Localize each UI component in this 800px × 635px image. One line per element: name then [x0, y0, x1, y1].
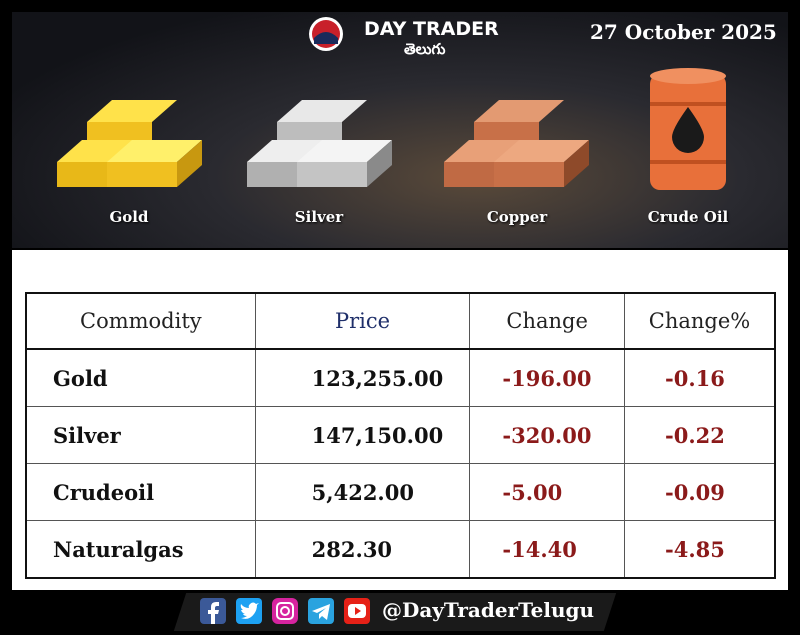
table-cell: Crudeoil — [25, 463, 256, 521]
table-cell: 123,255.00 — [254, 348, 471, 407]
table-row: Silver 147,150.00 -320.00 -0.22 — [25, 406, 776, 464]
social-handle: @DayTraderTelugu — [382, 598, 595, 622]
social-icons — [200, 598, 370, 624]
table-cell: -0.22 — [624, 406, 776, 464]
table-cell: -0.09 — [624, 463, 776, 521]
table-cell: 282.30 — [254, 520, 471, 579]
price-table: Commodity Price Change Change% Gold 123,255.… — [25, 292, 776, 579]
copper-icon — [444, 100, 589, 187]
table-cell: Gold — [25, 348, 256, 407]
gold-icon — [57, 100, 202, 187]
table-cell: -196.00 — [469, 348, 625, 407]
header-banner: DAY TRADER తెలుగు 27 October 2025 Gold S… — [12, 12, 788, 248]
brand-sub: తెలుగు — [404, 40, 446, 58]
table-cell: -14.40 — [469, 520, 625, 579]
header-row: Commodity Price Change Change% — [25, 292, 776, 350]
column-header: Price — [254, 292, 471, 350]
brand: DAY TRADER — [364, 18, 499, 40]
table-cell: 147,150.00 — [254, 406, 471, 464]
table-cell: -0.16 — [624, 348, 776, 407]
commodity-label: Gold — [109, 208, 149, 226]
commodity-label: Crude Oil — [647, 208, 729, 226]
column-header: Change — [469, 292, 625, 350]
table-row: Naturalgas 282.30 -14.40 -4.85 — [25, 520, 776, 579]
column-header: Change% — [624, 292, 776, 350]
table-cell: -5.00 — [469, 463, 625, 521]
table-row: Gold 123,255.00 -196.00 -0.16 — [25, 348, 776, 407]
table-cell: Silver — [25, 406, 256, 464]
date: 27 October 2025 — [590, 20, 777, 44]
commodity-label: Silver — [294, 208, 344, 226]
table-row: Crudeoil 5,422.00 -5.00 -0.09 — [25, 463, 776, 521]
commodity-label: Copper — [486, 208, 548, 226]
table-cell: -4.85 — [624, 520, 776, 579]
telegram-icon — [308, 598, 334, 624]
instagram-icon — [272, 598, 298, 624]
table-cell: 5,422.00 — [254, 463, 471, 521]
banner-art — [57, 17, 726, 190]
table-cell: Naturalgas — [25, 520, 256, 579]
table-cell: -320.00 — [469, 406, 625, 464]
column-header: Commodity — [25, 292, 256, 350]
oil-icon — [650, 68, 726, 190]
silver-icon — [247, 100, 392, 187]
